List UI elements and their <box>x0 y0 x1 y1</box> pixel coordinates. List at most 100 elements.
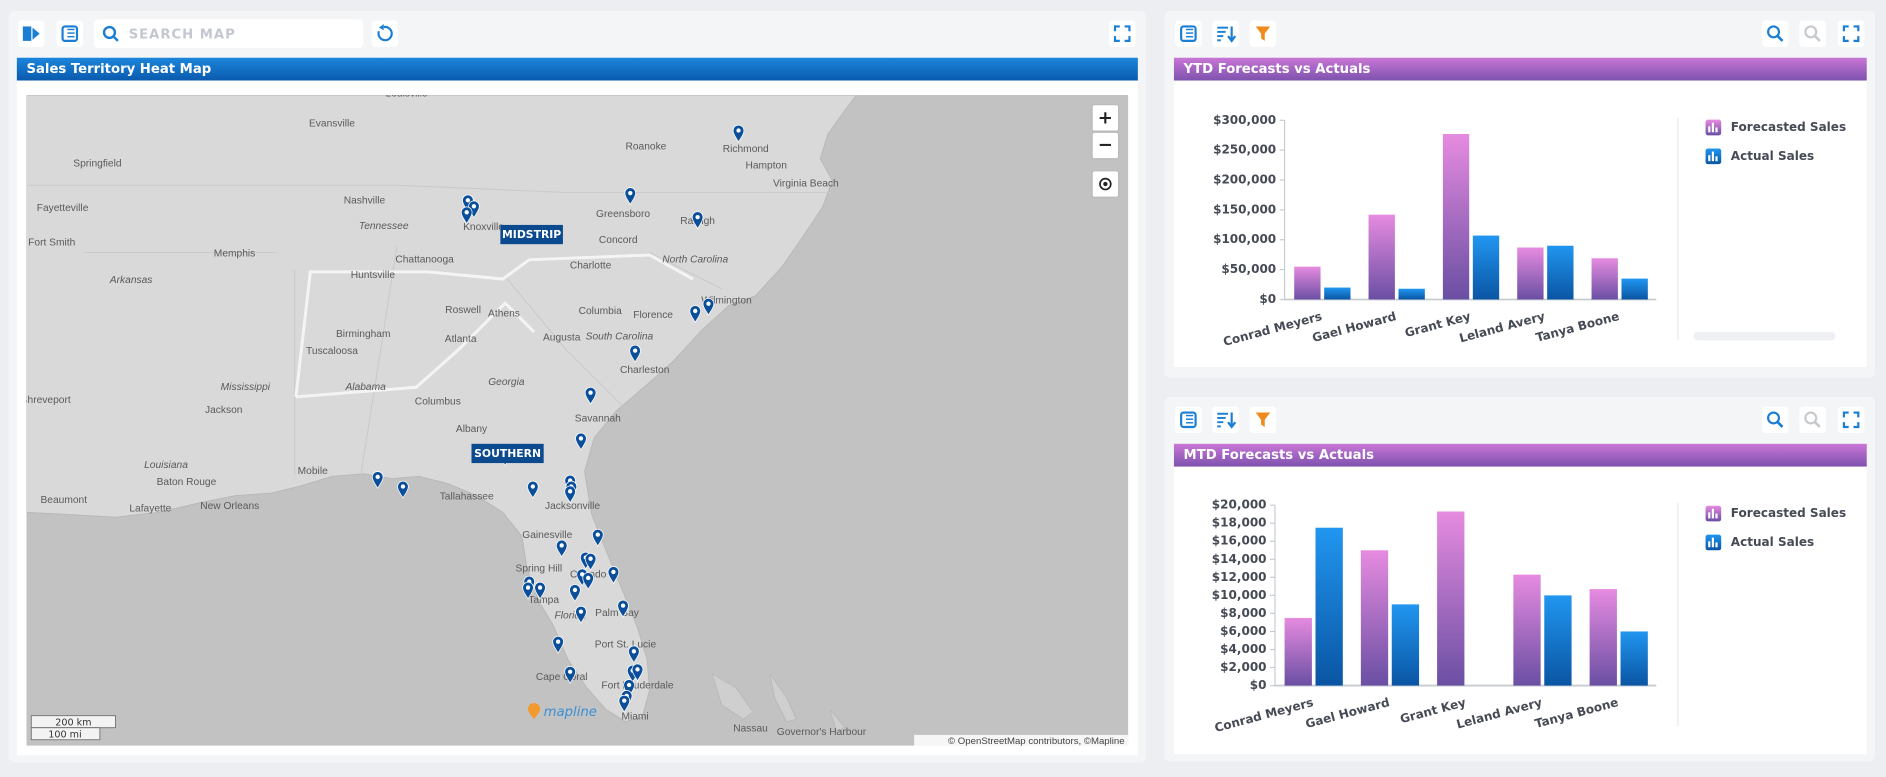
location-pin[interactable] <box>631 663 644 682</box>
icon <box>1255 412 1271 427</box>
scale-label: 200 km <box>55 717 91 728</box>
location-pin[interactable] <box>592 528 604 547</box>
y-tick-label: $300,000 <box>1213 113 1276 127</box>
sort-button[interactable] <box>1212 20 1239 47</box>
bar <box>1360 550 1389 686</box>
location-pin[interactable] <box>732 124 745 143</box>
location-pin[interactable] <box>617 599 629 618</box>
icon <box>1227 26 1237 43</box>
refresh-button[interactable] <box>371 20 399 47</box>
location-pin[interactable] <box>702 298 715 316</box>
zoom-in-button[interactable] <box>1091 104 1120 132</box>
bar <box>1589 589 1617 686</box>
location-pin-dot <box>555 639 561 644</box>
city-label: Columbus <box>415 396 461 407</box>
legend-swatch-glyph <box>1711 508 1714 519</box>
zoomout-button[interactable] <box>1799 406 1826 434</box>
location-pin[interactable] <box>552 635 564 654</box>
panel-header <box>16 57 1138 81</box>
bar <box>1513 574 1541 686</box>
city-label: New Orleans <box>200 501 259 512</box>
territory-borders <box>294 253 694 399</box>
icon <box>1776 35 1784 42</box>
scale-label: 100 mi <box>48 729 81 740</box>
location-pin[interactable] <box>691 211 704 230</box>
y-tick-label: $8,000 <box>1220 606 1266 620</box>
bar <box>1368 214 1395 300</box>
map[interactable]: Louisville Evansville Springfield Roanoke Ri… <box>21 89 1129 748</box>
legend-label[interactable]: Forecasted Sales <box>1731 120 1846 134</box>
city-label: Concord <box>599 235 638 246</box>
location-pin-dot <box>567 489 573 494</box>
location-pin[interactable] <box>689 305 701 324</box>
bar <box>1621 278 1648 300</box>
city-label: Tennessee <box>359 221 409 232</box>
icon <box>22 26 32 41</box>
icon <box>377 25 393 42</box>
location-pin[interactable] <box>564 666 576 684</box>
zoomin-button[interactable] <box>1762 406 1789 434</box>
location-pin[interactable] <box>618 694 631 713</box>
state-borders <box>26 184 830 476</box>
city-label: Georgia <box>488 377 525 388</box>
city-label: Nassau <box>733 724 768 735</box>
location-pin[interactable] <box>629 344 641 363</box>
location-pin-dot <box>693 308 698 314</box>
locate-icon <box>1103 181 1108 187</box>
sort-button[interactable] <box>1212 406 1239 434</box>
search-box[interactable] <box>93 19 364 49</box>
city-label: Tuscaloosa <box>306 346 358 357</box>
location-pin-dot <box>465 198 471 203</box>
legend-label[interactable]: Actual Sales <box>1731 149 1814 163</box>
full-button[interactable] <box>1837 20 1865 47</box>
legend-scrollbar <box>1693 331 1836 341</box>
location-pin[interactable] <box>460 206 473 225</box>
full-button[interactable] <box>1837 406 1865 434</box>
location-pin[interactable] <box>582 572 594 591</box>
full-button[interactable] <box>1108 20 1136 47</box>
legend-label[interactable]: Forecasted Sales <box>1731 506 1846 520</box>
zoomin-button[interactable] <box>1762 20 1789 47</box>
icon <box>32 27 40 40</box>
city-label: Wilmington <box>701 295 752 306</box>
icon <box>1180 411 1197 429</box>
location-pin[interactable] <box>569 584 581 603</box>
location-pin[interactable] <box>371 471 384 490</box>
location-pin[interactable] <box>584 553 597 571</box>
bar <box>1294 266 1321 300</box>
legend-label[interactable]: Actual Sales <box>1731 535 1814 549</box>
location-pin-dot <box>622 698 627 703</box>
city-label: Nashville <box>344 196 386 207</box>
icon <box>1842 25 1860 42</box>
city-label: Shreveport <box>21 395 71 406</box>
location-pin[interactable] <box>624 187 637 206</box>
legend-swatch-glyph <box>1708 512 1711 519</box>
location-pin-dot <box>471 204 477 209</box>
search-icon <box>102 25 117 40</box>
location-pin[interactable] <box>628 645 640 664</box>
region-label[interactable]: MIDSTRIP <box>502 228 561 241</box>
zoomout-button[interactable] <box>1799 20 1826 47</box>
location-pin[interactable] <box>575 432 587 451</box>
location-pin[interactable] <box>534 581 546 600</box>
attribution: © OpenStreetMap contributors, ©Mapline <box>948 736 1125 747</box>
city-label: Fort Smith <box>28 238 75 249</box>
location-pin[interactable] <box>575 605 587 624</box>
city-label: Jacksonville <box>545 501 600 512</box>
legend-swatch-glyph <box>1715 542 1718 548</box>
location-pin[interactable] <box>522 581 534 600</box>
land <box>26 95 858 723</box>
icon <box>1804 25 1818 39</box>
location-pin[interactable] <box>527 480 539 499</box>
city-label: Gainesville <box>522 530 572 541</box>
zoom-out-button[interactable] <box>1091 131 1120 160</box>
region-label[interactable]: SOUTHERN <box>474 447 541 460</box>
location-pin[interactable] <box>607 566 620 585</box>
location-pin[interactable] <box>564 485 576 504</box>
y-tick-label: $12,000 <box>1212 570 1267 584</box>
location-pin[interactable] <box>584 387 597 405</box>
city-label: Birmingham <box>336 329 391 340</box>
icon <box>1776 421 1784 428</box>
location-pin[interactable] <box>555 539 568 558</box>
location-pin[interactable] <box>397 480 409 499</box>
